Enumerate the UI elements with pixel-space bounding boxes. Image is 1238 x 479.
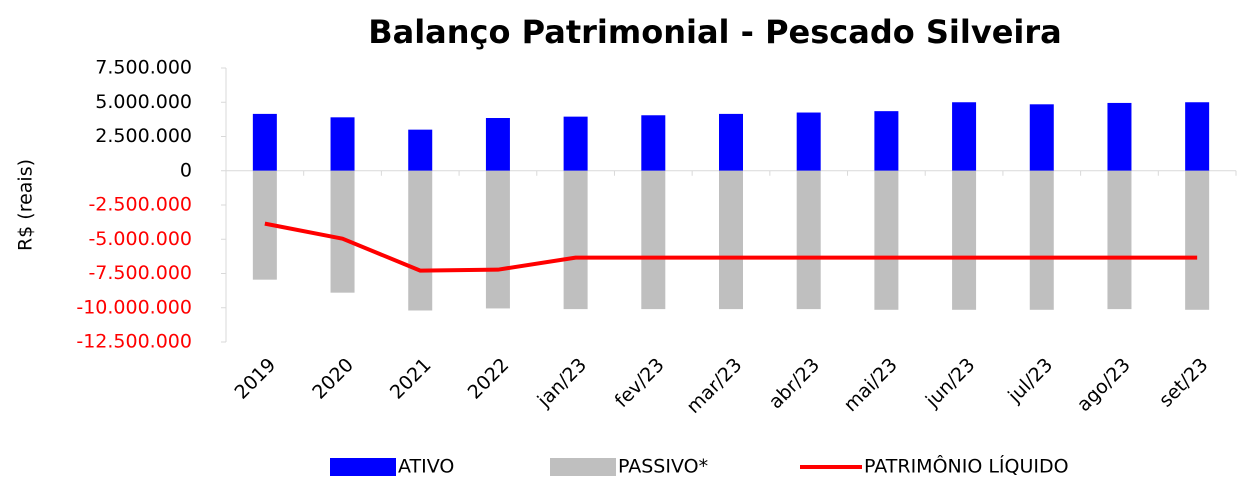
x-tick-label: jan/23	[533, 354, 591, 412]
legend-swatch	[550, 458, 616, 476]
bar	[719, 170, 743, 310]
bar	[1185, 170, 1210, 310]
x-tick-label: jun/23	[921, 354, 980, 413]
x-tick-label: jul/23	[1003, 354, 1057, 408]
legend-swatch	[330, 458, 396, 476]
bar	[952, 170, 977, 310]
x-tick-label: ago/23	[1073, 354, 1135, 416]
y-tick-label: -7.500.000	[88, 262, 192, 284]
bar	[874, 111, 899, 171]
legend-label: PATRIMÔNIO LÍQUIDO	[864, 454, 1069, 478]
bar	[1107, 102, 1132, 171]
bar	[408, 129, 433, 171]
bar	[641, 115, 666, 171]
legend-label: ATIVO	[398, 456, 454, 478]
bar	[796, 112, 821, 171]
x-tick-label: set/23	[1155, 354, 1213, 412]
x-tick-label: 2021	[386, 354, 436, 404]
bar	[330, 170, 355, 293]
x-tick-label: 2022	[464, 354, 514, 404]
legend-label: PASSIVO*	[618, 456, 708, 478]
y-tick-label: -12.500.000	[76, 331, 192, 353]
y-tick-label: 7.500.000	[95, 57, 192, 79]
y-tick-label: -10.000.000	[76, 296, 192, 318]
chart-title: Balanço Patrimonial - Pescado Silveira	[368, 13, 1062, 51]
bar	[330, 117, 355, 171]
x-tick-label: mar/23	[682, 354, 746, 418]
bar	[719, 113, 743, 171]
bar	[1029, 104, 1054, 171]
bar	[563, 116, 588, 171]
bar	[874, 170, 899, 310]
y-tick-label: 2.500.000	[95, 125, 192, 147]
x-tick-label: fev/23	[611, 354, 669, 412]
bar	[485, 118, 510, 171]
y-tick-label: 0	[180, 159, 192, 181]
x-tick-label: 2020	[308, 354, 358, 404]
y-tick-label: -5.000.000	[88, 228, 192, 250]
bar	[408, 170, 433, 311]
bar	[252, 113, 277, 171]
x-tick-label: 2019	[231, 354, 281, 404]
bar	[485, 170, 510, 309]
bar	[641, 170, 666, 310]
line	[264, 221, 1198, 273]
bar	[796, 170, 821, 310]
bar	[563, 170, 588, 310]
bar	[1185, 102, 1210, 171]
bar	[1029, 170, 1054, 310]
y-axis-label: R$ (reais)	[15, 159, 37, 251]
bar	[1107, 170, 1132, 310]
x-tick-label: abr/23	[765, 354, 824, 413]
y-tick-label: 5.000.000	[95, 91, 192, 113]
y-tick-label: -2.500.000	[88, 194, 192, 216]
x-tick-label: mai/23	[840, 354, 902, 416]
bar	[952, 102, 977, 171]
